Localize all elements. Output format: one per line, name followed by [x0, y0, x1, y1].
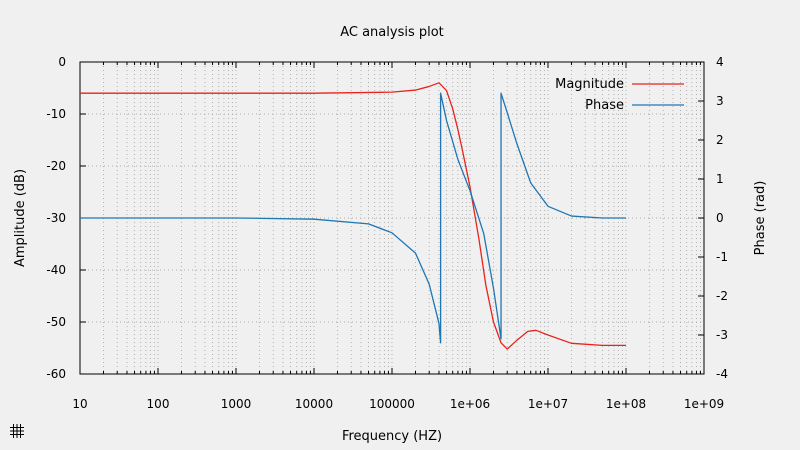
x-axis-title: Frequency (HZ): [342, 429, 442, 444]
ticks-layer: 10 100 1000 10000 100000 1e+06 1e+07 1e+08 1e+09…: [46, 55, 728, 411]
y2-tick-label: -4: [716, 367, 728, 381]
x-tick-label: 1e+09: [684, 397, 724, 411]
y-tick-label: -30: [46, 211, 66, 225]
series-line-phase: [80, 92, 626, 344]
y-tick-label: -20: [46, 159, 66, 173]
y-tick-label: -40: [46, 263, 66, 277]
chart-title: AC analysis plot: [340, 25, 444, 40]
y-tick-label: 0: [58, 55, 66, 69]
y2-tick-label: -3: [716, 328, 728, 342]
y2-tick-label: -1: [716, 250, 728, 264]
y2-tick-label: 1: [716, 172, 724, 186]
x-tick-label: 100000: [369, 397, 415, 411]
x-tick-label: 1e+06: [450, 397, 490, 411]
x-tick-label: 1e+07: [528, 397, 568, 411]
y2-axis-title: Phase (rad): [753, 181, 768, 256]
y-axis-title: Amplitude (dB): [13, 169, 28, 267]
y2-tick-label: 0: [716, 211, 724, 225]
legend-label-phase: Phase: [585, 98, 624, 113]
y-tick-label: -10: [46, 107, 66, 121]
x-tick-label: 10: [72, 397, 87, 411]
legend-label-magnitude: Magnitude: [555, 77, 624, 92]
series-line-magnitude: [80, 82, 626, 350]
x-tick-label: 1000: [221, 397, 252, 411]
x-tick-label: 10000: [295, 397, 333, 411]
series-layer: [80, 82, 626, 350]
y2-tick-label: 4: [716, 55, 724, 69]
grid-icon[interactable]: [10, 424, 24, 438]
y-tick-label: -50: [46, 315, 66, 329]
y2-tick-label: 2: [716, 133, 724, 147]
y-tick-label: -60: [46, 367, 66, 381]
legend[interactable]: Magnitude Phase: [555, 77, 684, 113]
x-tick-label: 1e+08: [606, 397, 646, 411]
y2-tick-label: -2: [716, 289, 728, 303]
y2-tick-label: 3: [716, 94, 724, 108]
x-tick-label: 100: [147, 397, 170, 411]
